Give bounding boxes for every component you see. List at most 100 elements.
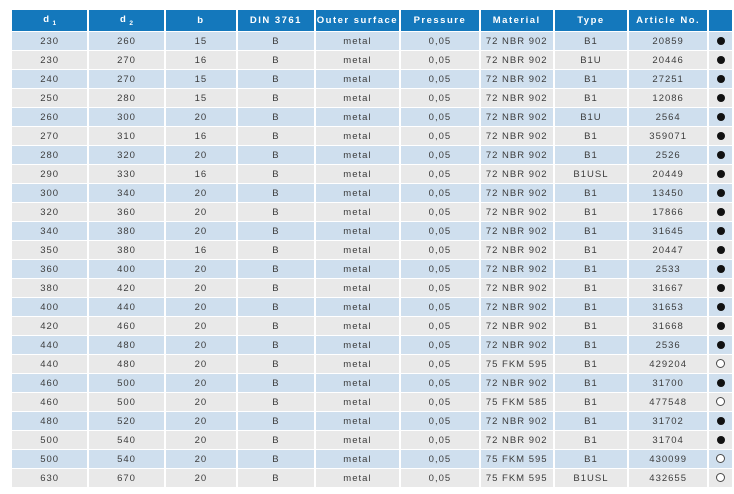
column-header-type: Type [554,10,628,31]
cell-type: B1 [554,279,628,297]
availability-cell [709,260,732,278]
cell-material: 72 NBR 902 [480,298,553,316]
cell-din: B [238,393,314,411]
column-header-outer: Outer surface [315,10,400,31]
cell-type: B1 [554,127,628,145]
cell-d2: 310 [89,127,164,145]
cell-b: 20 [165,279,237,297]
cell-pressure: 0,05 [401,51,479,69]
cell-d1: 320 [12,203,88,221]
cell-d1: 300 [12,184,88,202]
cell-type: B1U [554,51,628,69]
cell-d2: 340 [89,184,164,202]
cell-pressure: 0,05 [401,108,479,126]
cell-d2: 540 [89,450,164,468]
cell-pressure: 0,05 [401,70,479,88]
cell-article: 20446 [629,51,708,69]
cell-d1: 240 [12,70,88,88]
cell-material: 75 FKM 585 [480,393,553,411]
cell-d2: 420 [89,279,164,297]
cell-outer: metal [315,127,400,145]
filled-dot-icon [716,378,725,387]
cell-outer: metal [315,51,400,69]
cell-article: 31704 [629,431,708,449]
cell-outer: metal [315,374,400,392]
cell-pressure: 0,05 [401,32,479,50]
cell-b: 20 [165,222,237,240]
cell-article: 432655 [629,469,708,487]
cell-din: B [238,469,314,487]
availability-cell [709,70,732,88]
cell-d2: 320 [89,146,164,164]
cell-din: B [238,146,314,164]
availability-cell [709,317,732,335]
filled-dot-icon [716,264,725,273]
cell-d2: 260 [89,32,164,50]
cell-pressure: 0,05 [401,336,479,354]
availability-cell [709,32,732,50]
cell-b: 15 [165,32,237,50]
cell-b: 20 [165,184,237,202]
filled-dot-icon [716,416,725,425]
cell-b: 15 [165,89,237,107]
open-dot-icon [716,454,726,464]
cell-d1: 460 [12,374,88,392]
cell-material: 72 NBR 902 [480,146,553,164]
cell-outer: metal [315,279,400,297]
cell-d1: 480 [12,412,88,430]
availability-cell [709,127,732,145]
column-header-din: DIN 3761 [238,10,314,31]
availability-cell [709,374,732,392]
column-header-material: Material [480,10,553,31]
cell-b: 20 [165,317,237,335]
filled-dot-icon [716,112,725,121]
column-header-article: Article No. [629,10,708,31]
cell-outer: metal [315,32,400,50]
filled-dot-icon [716,93,725,102]
cell-type: B1 [554,203,628,221]
cell-article: 2536 [629,336,708,354]
cell-din: B [238,127,314,145]
cell-din: B [238,32,314,50]
cell-material: 72 NBR 902 [480,127,553,145]
filled-dot-icon [716,131,725,140]
cell-material: 72 NBR 902 [480,241,553,259]
cell-pressure: 0,05 [401,260,479,278]
cell-type: B1 [554,146,628,164]
cell-outer: metal [315,222,400,240]
cell-article: 20859 [629,32,708,50]
column-header-label: d [43,14,51,26]
cell-article: 13450 [629,184,708,202]
availability-cell [709,203,732,221]
cell-material: 72 NBR 902 [480,70,553,88]
cell-b: 16 [165,241,237,259]
filled-dot-icon [716,55,725,64]
cell-outer: metal [315,336,400,354]
cell-type: B1 [554,431,628,449]
cell-pressure: 0,05 [401,222,479,240]
cell-pressure: 0,05 [401,317,479,335]
cell-d1: 420 [12,317,88,335]
cell-b: 16 [165,127,237,145]
cell-outer: metal [315,89,400,107]
filled-dot-icon [716,169,725,178]
cell-b: 20 [165,469,237,487]
filled-dot-icon [716,245,725,254]
cell-material: 72 NBR 902 [480,51,553,69]
cell-b: 20 [165,374,237,392]
filled-dot-icon [716,74,725,83]
availability-cell [709,146,732,164]
cell-material: 72 NBR 902 [480,108,553,126]
cell-type: B1 [554,32,628,50]
cell-article: 12086 [629,89,708,107]
availability-cell [709,108,732,126]
cell-din: B [238,241,314,259]
